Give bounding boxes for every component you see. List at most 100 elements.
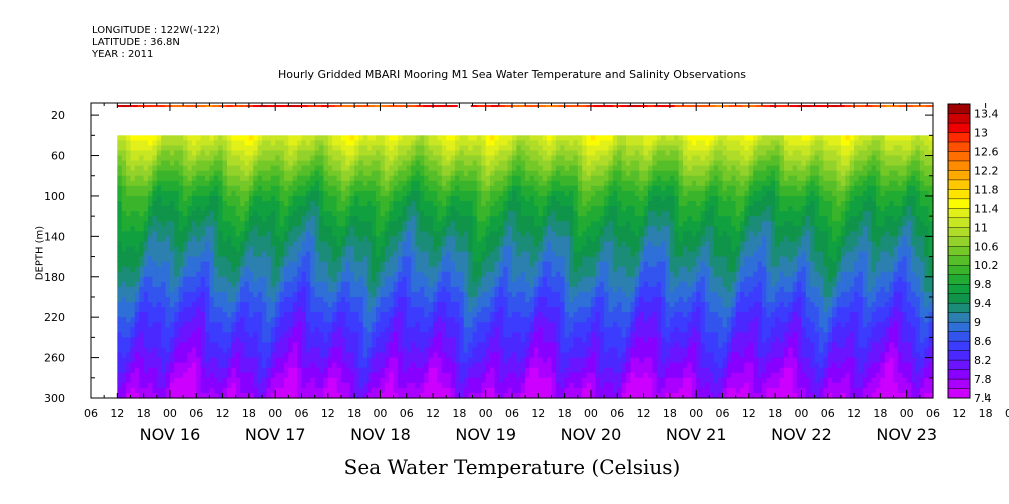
field-cell bbox=[389, 322, 395, 328]
field-cell bbox=[275, 261, 281, 268]
field-cell bbox=[402, 140, 408, 147]
field-cell bbox=[130, 271, 136, 278]
field-cell bbox=[288, 200, 294, 207]
field-cell bbox=[512, 246, 517, 253]
field-cell bbox=[533, 200, 539, 207]
field-cell bbox=[283, 281, 289, 288]
field-cell bbox=[262, 392, 268, 399]
field-cell bbox=[415, 332, 421, 338]
field-cell bbox=[301, 246, 307, 253]
field-cell bbox=[490, 387, 496, 394]
field-cell bbox=[117, 211, 123, 217]
field-cell bbox=[283, 155, 289, 162]
field-cell bbox=[253, 251, 259, 258]
field-cell bbox=[248, 140, 254, 147]
field-cell bbox=[332, 281, 338, 288]
field-cell bbox=[283, 241, 289, 248]
field-cell bbox=[222, 190, 228, 197]
field-cell bbox=[262, 180, 268, 187]
field-cell bbox=[454, 165, 460, 172]
field-cell bbox=[297, 261, 303, 268]
field-cell bbox=[244, 135, 250, 141]
field-cell bbox=[310, 231, 316, 237]
field-cell bbox=[191, 307, 197, 313]
field-cell bbox=[209, 236, 215, 243]
field-cell bbox=[196, 150, 202, 157]
field-cell bbox=[332, 347, 338, 354]
field-cell bbox=[507, 175, 513, 182]
field-cell bbox=[121, 291, 127, 298]
field-cell bbox=[231, 170, 237, 177]
field-cell bbox=[121, 307, 127, 313]
field-cell bbox=[196, 357, 202, 364]
field-cell bbox=[323, 216, 329, 222]
field-cell bbox=[424, 165, 430, 172]
field-cell bbox=[257, 387, 263, 394]
field-cell bbox=[376, 251, 382, 258]
field-cell bbox=[463, 140, 469, 147]
field-cell bbox=[244, 327, 250, 333]
field-cell bbox=[218, 312, 224, 318]
field-cell bbox=[279, 175, 285, 182]
field-cell bbox=[476, 286, 482, 293]
field-cell bbox=[130, 206, 136, 212]
field-cell bbox=[384, 165, 390, 172]
field-cell bbox=[248, 241, 254, 248]
field-cell bbox=[520, 211, 526, 217]
field-cell bbox=[411, 372, 417, 379]
field-cell bbox=[354, 175, 360, 182]
field-cell bbox=[494, 347, 500, 354]
field-cell bbox=[358, 170, 364, 177]
field-cell bbox=[393, 206, 399, 212]
field-cell bbox=[231, 276, 237, 283]
field-cell bbox=[196, 236, 202, 243]
field-cell bbox=[209, 246, 215, 253]
field-cell bbox=[358, 322, 364, 328]
field-cell bbox=[161, 281, 167, 288]
field-cell bbox=[472, 140, 478, 147]
field-cell bbox=[121, 332, 127, 338]
field-cell bbox=[270, 342, 276, 349]
field-cell bbox=[406, 342, 412, 349]
field-cell bbox=[371, 211, 377, 217]
field-cell bbox=[222, 367, 228, 374]
field-cell bbox=[433, 256, 439, 263]
field-cell bbox=[538, 155, 544, 162]
field-cell bbox=[441, 347, 447, 354]
field-cell bbox=[468, 206, 474, 212]
field-cell bbox=[266, 286, 272, 293]
field-cell bbox=[472, 145, 478, 152]
field-cell bbox=[437, 200, 443, 207]
field-cell bbox=[481, 135, 487, 141]
field-cell bbox=[529, 145, 535, 152]
field-cell bbox=[494, 261, 500, 268]
field-cell bbox=[143, 347, 149, 354]
field-cell bbox=[507, 266, 513, 273]
field-cell bbox=[419, 211, 425, 217]
field-cell bbox=[415, 246, 421, 253]
field-cell bbox=[397, 165, 403, 172]
field-cell bbox=[411, 352, 417, 359]
field-cell bbox=[292, 332, 298, 338]
field-cell bbox=[490, 367, 496, 374]
field-cell bbox=[472, 307, 478, 313]
field-cell bbox=[130, 322, 136, 328]
field-cell bbox=[485, 382, 491, 389]
field-cell bbox=[327, 241, 333, 248]
field-cell bbox=[481, 302, 487, 308]
field-cell bbox=[191, 382, 197, 389]
field-cell bbox=[270, 200, 276, 207]
field-cell bbox=[165, 216, 171, 222]
field-cell bbox=[476, 271, 482, 278]
field-cell bbox=[397, 135, 403, 141]
field-cell bbox=[441, 286, 447, 293]
field-cell bbox=[446, 372, 452, 379]
field-cell bbox=[437, 261, 443, 268]
field-cell bbox=[397, 302, 403, 308]
field-cell bbox=[183, 200, 189, 207]
field-cell bbox=[446, 236, 452, 243]
field-cell bbox=[384, 190, 390, 197]
field-cell bbox=[248, 342, 254, 349]
field-cell bbox=[340, 221, 346, 227]
field-cell bbox=[253, 296, 259, 303]
